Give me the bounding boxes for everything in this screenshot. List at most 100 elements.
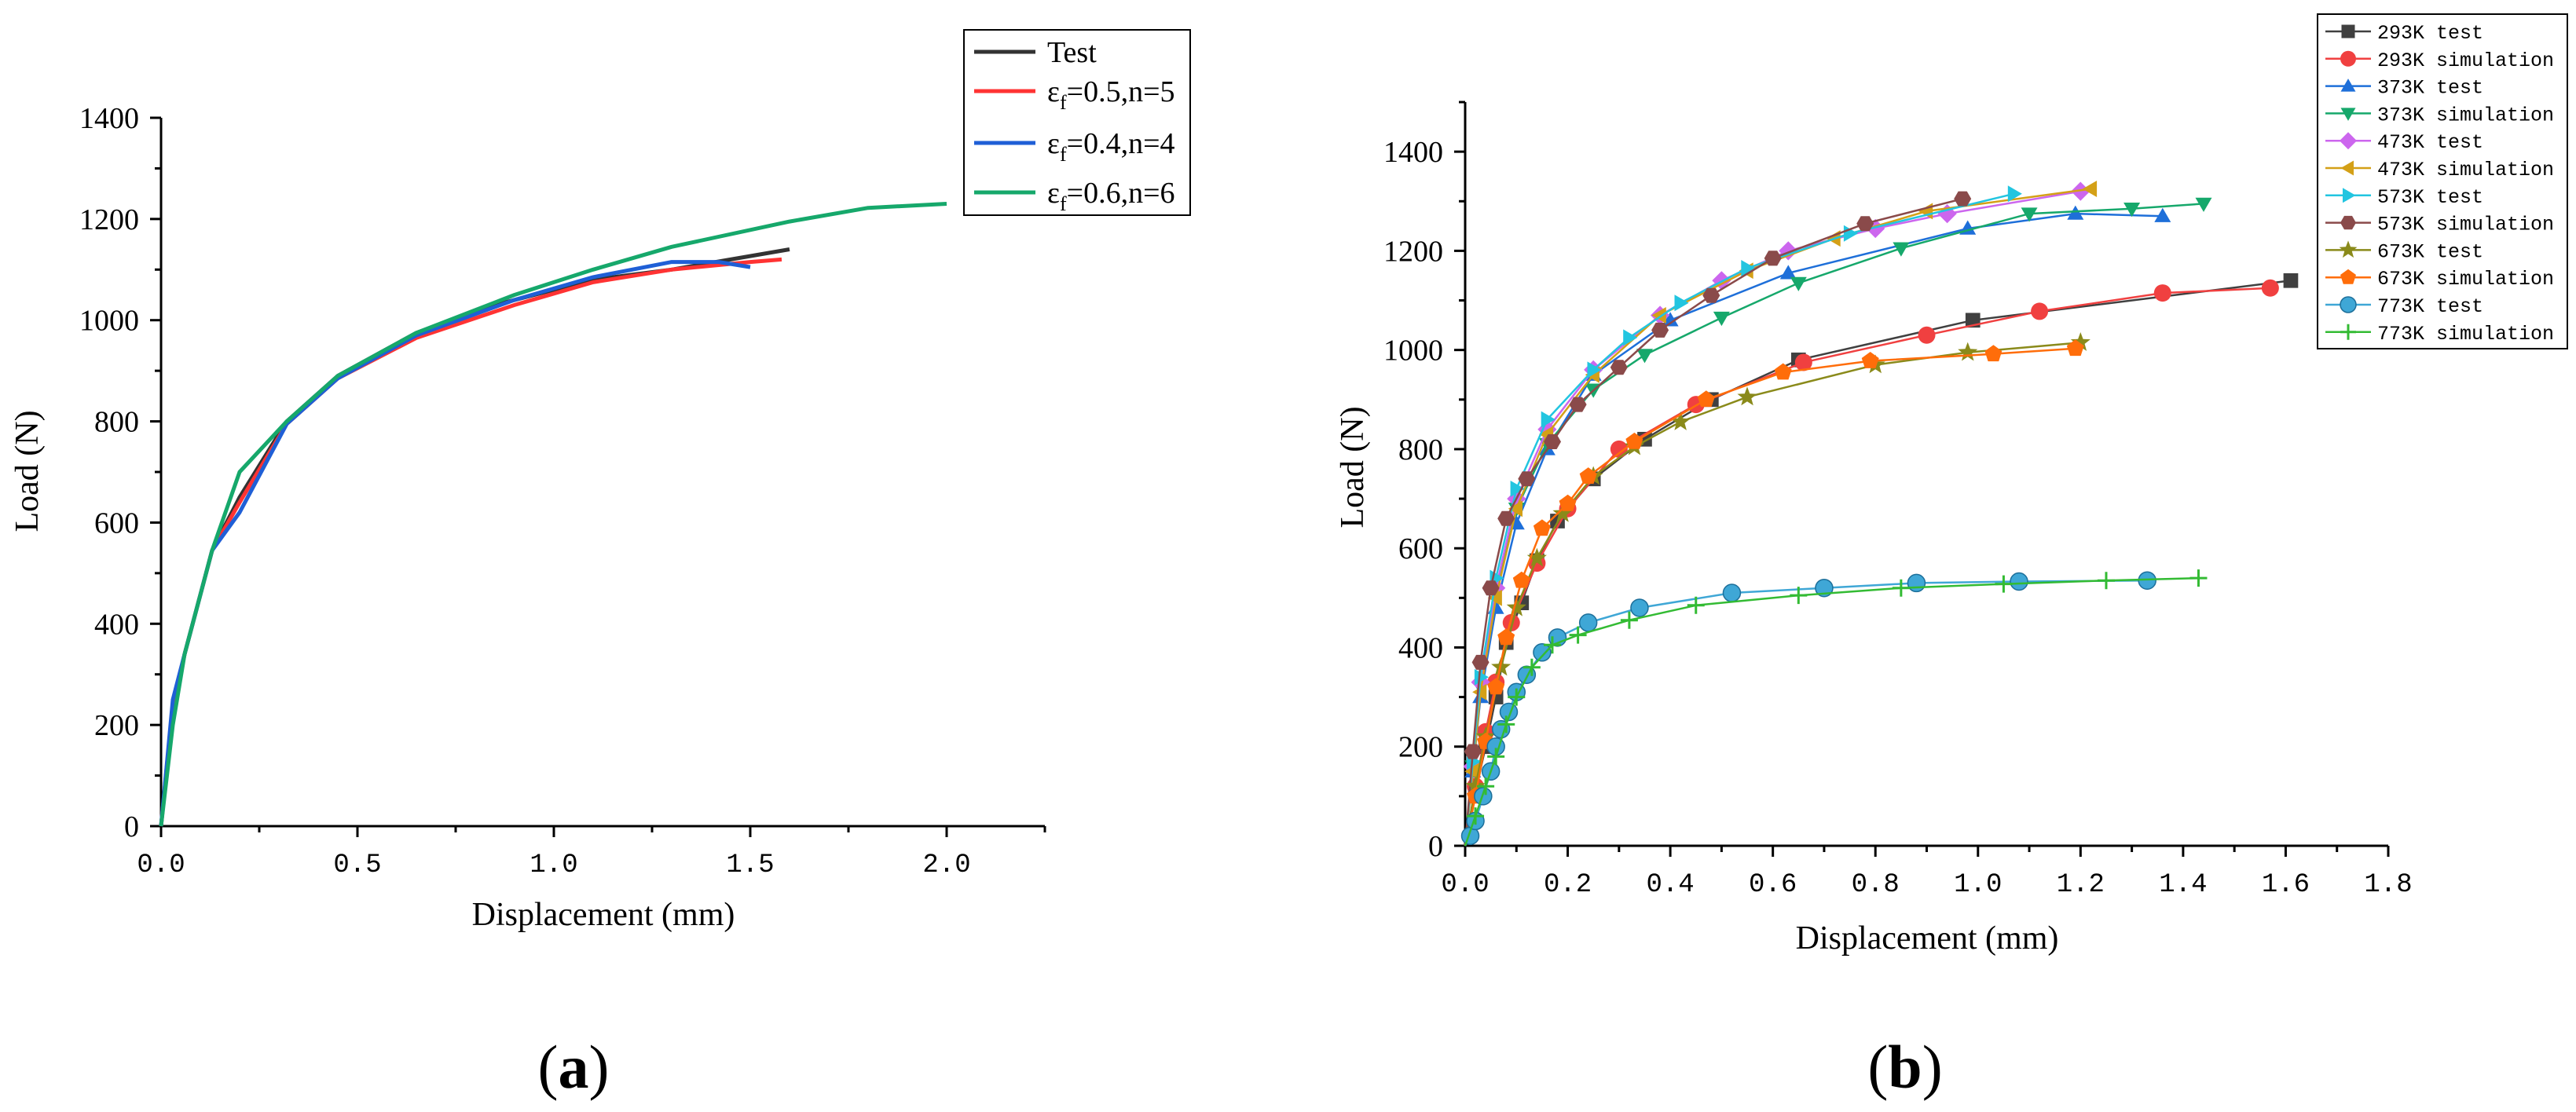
b-data-point [1487, 589, 1502, 606]
b-legend-label: 473K test [2377, 131, 2483, 154]
b-data-point [1722, 583, 1742, 602]
a-series-line-2 [159, 260, 751, 827]
b-data-point [2021, 207, 2038, 222]
b-data-point [1471, 654, 1490, 670]
b-data-point [1779, 241, 1798, 261]
b-y-tick-label: 1200 [1383, 235, 1443, 268]
b-series-3 [1464, 197, 2212, 847]
b-data-point [1552, 503, 1573, 522]
b-data-point [1662, 312, 1679, 327]
b-data-point [2195, 197, 2212, 212]
b-data-point [2097, 572, 2115, 590]
b-data-point [1569, 626, 1587, 644]
b-legend-marker [2340, 160, 2354, 176]
b-legend-label: 673K test [2377, 240, 2483, 263]
b-data-point [1579, 467, 1597, 484]
b-data-point [1774, 363, 1792, 380]
b-data-point [2066, 339, 2084, 357]
b-y-tick-label: 200 [1398, 731, 1443, 764]
b-data-point [1790, 276, 1807, 291]
b-legend-item: 373K test [2325, 77, 2483, 100]
b-legend-item: 573K simulation [2325, 214, 2554, 236]
b-legend-marker [2340, 269, 2356, 284]
b-data-point [1497, 628, 1515, 646]
b-legend-item: 573K test [2325, 186, 2483, 209]
b-data-point [1856, 216, 1874, 232]
b-series-10 [1460, 571, 2156, 847]
b-series-0 [1464, 273, 2299, 847]
b-data-point [1533, 643, 1552, 662]
b-x-tick-label: 0.6 [1749, 870, 1797, 900]
a-series-line-3 [159, 202, 947, 827]
b-data-point [2261, 279, 2279, 297]
b-data-point [1523, 658, 1541, 676]
a-series-line-0 [159, 247, 790, 827]
b-x-tick-label: 1.2 [2057, 870, 2105, 900]
b-legend-label: 373K simulation [2377, 104, 2554, 126]
b-data-point [1533, 519, 1551, 536]
b-data-point [1995, 575, 2013, 593]
b-data-point [1487, 678, 1505, 695]
b-data-point [1510, 481, 1525, 497]
b-legend-item: 473K test [2325, 131, 2483, 154]
b-y-tick-label: 1000 [1383, 335, 1443, 368]
a-x-tick-label: 1.5 [726, 850, 774, 880]
b-data-point [1764, 251, 1782, 266]
b-legend-marker [2343, 188, 2356, 203]
b-series-11 [1464, 569, 2208, 847]
b-data-point [1687, 596, 1705, 614]
b-data-point [1467, 807, 1485, 825]
b-data-point [1543, 636, 1561, 654]
b-legend-label: 773K simulation [2377, 323, 2554, 346]
b-data-point [1790, 587, 1808, 605]
b-data-point [1697, 390, 1715, 408]
b-data-point [1502, 613, 1520, 631]
b-x-tick-label: 0.4 [1647, 870, 1695, 900]
b-y-tick-label: 0 [1428, 830, 1443, 863]
b-data-point [1625, 432, 1643, 449]
b-x-axis-title: Displacement (mm) [1796, 920, 2059, 957]
b-legend-item: 673K test [2325, 240, 2483, 263]
b-legend-item: 673K simulation [2325, 268, 2554, 291]
a-y-tick-label: 600 [94, 507, 139, 540]
b-legend-item: 293K test [2325, 22, 2483, 45]
b-data-point [1630, 598, 1649, 617]
b-data-point [1506, 597, 1526, 616]
b-data-point [1893, 242, 1910, 257]
b-legend-box [2317, 13, 2568, 349]
b-data-point [1518, 471, 1536, 487]
b-series-line-7 [1464, 197, 1963, 847]
b-data-point [1651, 307, 1666, 324]
b-legend-marker [2340, 50, 2356, 67]
b-x-tick-label: 1.4 [2159, 870, 2207, 900]
b-legend-marker [2340, 132, 2357, 150]
b-x-tick-label: 1.0 [1954, 870, 2002, 900]
b-data-point [1620, 611, 1638, 629]
b-series [1460, 181, 2299, 847]
b-series-8 [1464, 332, 2090, 847]
a-x-tick-label: 2.0 [922, 850, 970, 880]
b-data-point [1779, 265, 1797, 280]
b-y-tick-label: 800 [1398, 433, 1443, 466]
b-data-point [1651, 322, 1669, 338]
b-data-point [2031, 302, 2049, 320]
b-data-point [1907, 573, 1926, 593]
b-series-2 [1464, 205, 2171, 847]
b-data-point [1487, 748, 1505, 766]
b-data-point [2283, 273, 2299, 288]
b-data-point [1512, 571, 1530, 588]
a-y-tick-label: 0 [124, 810, 139, 843]
b-data-point [1892, 579, 1910, 597]
b-data-point [2007, 185, 2022, 203]
b-legend-label: 573K test [2377, 186, 2483, 209]
b-legend-label: 293K test [2377, 22, 2483, 45]
a-legend-label-1: εf=0.5,n=5 [1047, 75, 1175, 114]
panel-a: 0.0 0.5 1.0 1.5 2.0 0 200 400 600 800 1000 1200 1400… [9, 29, 1191, 1101]
b-legend: 293K test 293K simulation 373K test 373K si… [2317, 13, 2568, 349]
a-legend-label-3: εf=0.6,n=6 [1047, 177, 1175, 215]
b-data-point [1918, 326, 1936, 344]
b-data-point [1861, 352, 1879, 368]
b-data-point [1569, 397, 1587, 412]
b-x-tick-label: 0.8 [1852, 870, 1900, 900]
